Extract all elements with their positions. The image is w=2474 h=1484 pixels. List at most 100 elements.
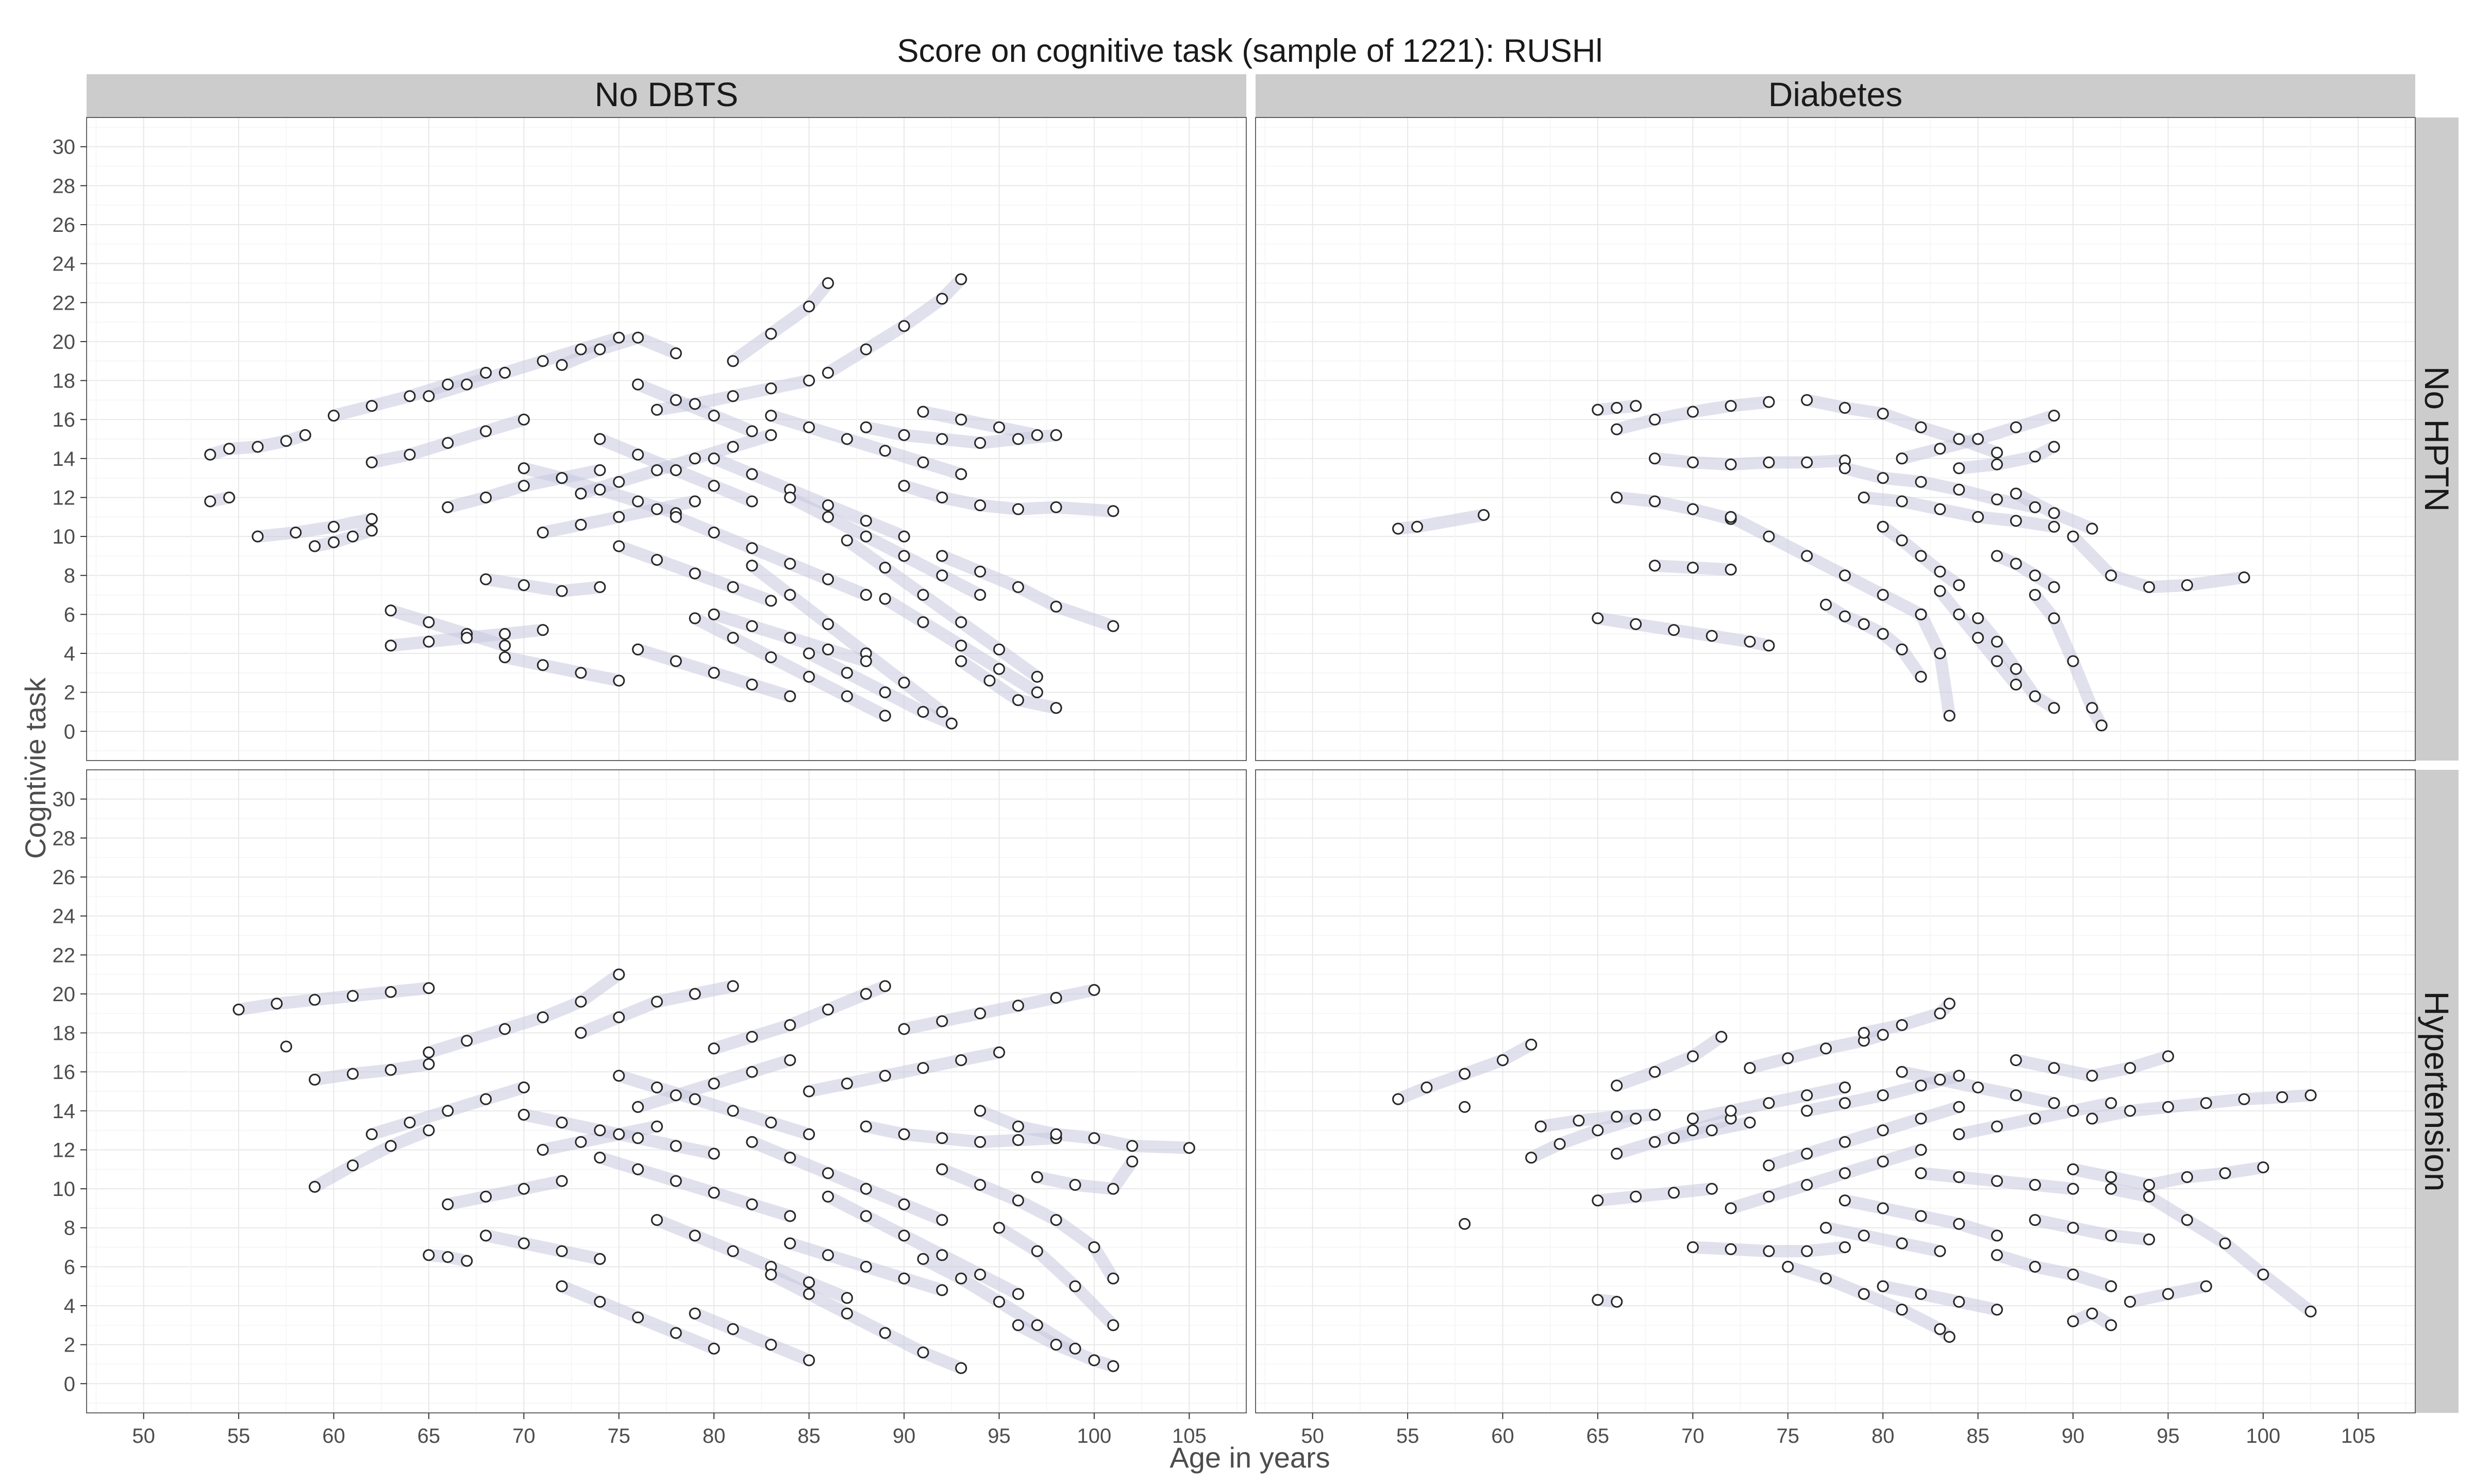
- data-point: [822, 643, 834, 655]
- data-point: [1858, 1027, 1870, 1039]
- data-point: [670, 511, 682, 523]
- data-point: [974, 1269, 987, 1280]
- data-point: [461, 1255, 473, 1267]
- y-tick-label: 12: [53, 486, 76, 509]
- data-point: [670, 1140, 682, 1152]
- trajectory-line: [746, 1136, 948, 1226]
- data-point: [917, 616, 929, 628]
- row-strip: [2415, 770, 2459, 1413]
- data-point: [917, 1346, 929, 1359]
- data-point: [955, 468, 967, 480]
- data-point: [1915, 608, 1927, 620]
- data-point: [746, 679, 758, 690]
- data-point: [784, 1019, 796, 1031]
- data-point: [898, 550, 910, 562]
- data-point: [1877, 520, 1889, 533]
- data-point: [765, 328, 777, 340]
- column-strip-label: No DBTS: [595, 75, 739, 113]
- data-point: [1744, 635, 1756, 648]
- data-point: [2010, 421, 2022, 433]
- data-point: [1915, 421, 1927, 433]
- data-point: [613, 476, 625, 488]
- data-point: [1858, 618, 1870, 630]
- data-point: [1934, 1073, 1946, 1086]
- data-point: [537, 355, 549, 367]
- y-tick-label: 10: [53, 1178, 76, 1201]
- data-point: [1838, 462, 1851, 475]
- data-point: [2010, 1054, 2022, 1066]
- data-point: [480, 1093, 492, 1105]
- data-point: [2105, 1280, 2117, 1292]
- data-point: [517, 1237, 530, 1250]
- data-point: [1915, 1288, 1927, 1300]
- data-point: [1801, 1148, 1813, 1160]
- data-point: [1896, 1304, 1908, 1316]
- data-point: [499, 651, 511, 664]
- data-point: [2010, 679, 2022, 690]
- data-point: [575, 1136, 587, 1148]
- data-point: [1012, 433, 1024, 445]
- data-point: [442, 501, 454, 513]
- gridlines: [1256, 117, 2415, 761]
- data-point: [1725, 1105, 1737, 1117]
- data-point: [290, 527, 302, 538]
- data-point: [1031, 686, 1043, 699]
- data-point: [860, 655, 872, 667]
- data-point: [1126, 1140, 1139, 1152]
- data-point: [898, 429, 910, 441]
- data-point: [2067, 1269, 2079, 1280]
- data-point: [1686, 1124, 1699, 1137]
- points: [1392, 394, 2250, 732]
- data-point: [651, 1214, 663, 1226]
- data-point: [1953, 1070, 1965, 1082]
- trajectory-line: [252, 513, 378, 543]
- data-point: [955, 1054, 967, 1066]
- data-point: [746, 468, 758, 480]
- data-point: [936, 550, 948, 562]
- data-point: [841, 1077, 853, 1090]
- data-point: [556, 585, 568, 597]
- trajectory-line: [1610, 1031, 1728, 1092]
- data-point: [1972, 1081, 1984, 1093]
- data-point: [765, 410, 777, 422]
- data-point: [1050, 429, 1062, 441]
- data-point: [1953, 579, 1965, 592]
- data-point: [974, 437, 987, 449]
- data-point: [385, 604, 397, 617]
- x-tick-label: 60: [1491, 1425, 1514, 1447]
- data-point: [1991, 447, 2003, 459]
- data-point: [1915, 1144, 1927, 1156]
- trajectory-line: [232, 982, 435, 1016]
- data-point: [727, 441, 739, 453]
- data-point: [746, 542, 758, 554]
- data-point: [841, 667, 853, 679]
- data-point: [689, 452, 701, 465]
- x-tick-label: 80: [703, 1425, 726, 1447]
- data-point: [2048, 581, 2060, 593]
- data-point: [860, 1260, 872, 1273]
- data-point: [1838, 1194, 1851, 1207]
- x-tick-label: 50: [1301, 1425, 1324, 1447]
- data-point: [936, 433, 948, 445]
- data-point: [784, 1237, 796, 1250]
- trajectory-line: [935, 1163, 1119, 1285]
- data-point: [955, 616, 967, 628]
- data-point: [1649, 1136, 1661, 1148]
- data-point: [1801, 456, 1813, 468]
- data-point: [784, 632, 796, 644]
- data-point: [1801, 394, 1813, 406]
- data-point: [1972, 511, 1984, 523]
- data-point: [879, 710, 891, 722]
- data-point: [1934, 1007, 1946, 1020]
- data-point: [917, 706, 929, 718]
- data-point: [746, 495, 758, 508]
- data-point: [1838, 1097, 1851, 1109]
- data-point: [1392, 522, 1405, 535]
- data-point: [993, 421, 1005, 433]
- data-point: [1725, 400, 1737, 412]
- data-point: [898, 1229, 910, 1242]
- data-point: [1801, 1105, 1813, 1117]
- data-point: [841, 534, 853, 547]
- data-point: [689, 1307, 701, 1320]
